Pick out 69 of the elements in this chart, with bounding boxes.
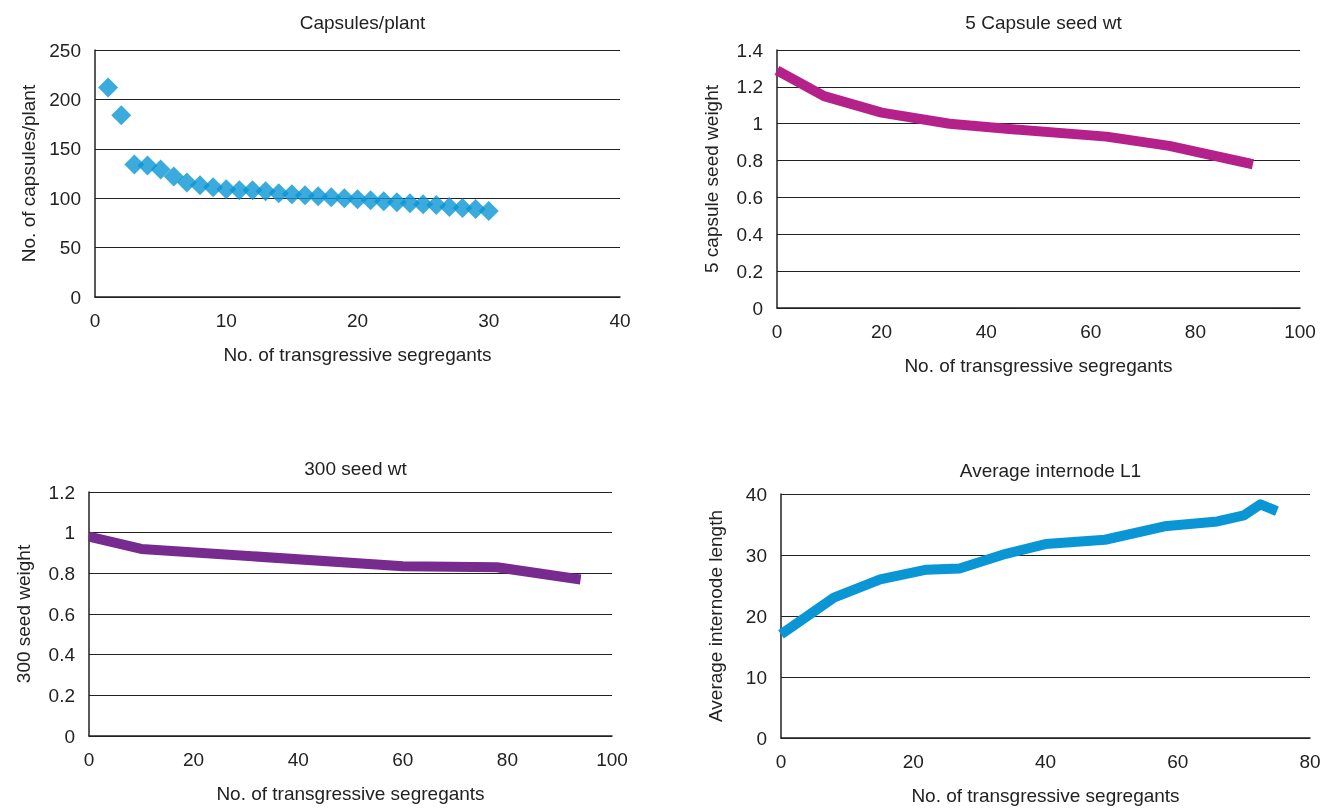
x-tick-label: 40 — [1034, 751, 1057, 772]
x-tick-label: 0 — [775, 751, 787, 772]
point — [478, 201, 499, 222]
point — [137, 155, 158, 176]
y-tick-label: 0 — [64, 725, 75, 747]
x-tick-label: 60 — [1167, 751, 1189, 772]
y-tick-label: 100 — [49, 187, 81, 209]
y-tick-label: 1.4 — [736, 39, 764, 61]
x-axis-title: No. of transgressive segregants — [911, 785, 1180, 806]
x-tick-label: 30 — [478, 310, 500, 331]
y-tick-label: 1 — [752, 113, 763, 135]
chart-title: 5 Capsule seed wt — [965, 12, 1123, 33]
y-tick-label: 0 — [70, 286, 81, 308]
y-tick-label: 1.2 — [736, 76, 763, 98]
y-axis-title: No. of capsules/plant — [18, 84, 40, 263]
y-tick-label: 0.6 — [736, 186, 763, 208]
y-tick-label: 0.4 — [48, 644, 76, 666]
y-axis-title: Average internode length — [705, 510, 726, 722]
point — [163, 166, 184, 187]
y-tick-label: 0.8 — [736, 150, 763, 172]
y-tick-label: 0.2 — [736, 260, 763, 282]
y-tick-label: 50 — [59, 237, 81, 259]
point — [373, 191, 394, 212]
x-tick-label: 40 — [975, 321, 997, 342]
x-axis-title: No. of transgressive segregants — [904, 355, 1173, 376]
y-axis-title: 300 seed weight — [13, 544, 34, 684]
point — [176, 172, 197, 193]
x-tick-label: 80 — [496, 749, 518, 770]
x-tick-label: 80 — [1184, 321, 1206, 342]
x-tick-label: 100 — [596, 749, 628, 770]
chart-title: Average internode L1 — [959, 460, 1142, 481]
y-tick-label: 200 — [49, 88, 81, 110]
y-tick-label: 10 — [745, 666, 767, 688]
y-tick-label: 30 — [745, 544, 767, 566]
x-tick-label: 80 — [1299, 751, 1321, 772]
x-axis-title: No. of transgressive segregants — [216, 783, 485, 804]
x-tick-label: 20 — [871, 321, 893, 342]
x-tick-label: 100 — [1284, 321, 1316, 342]
y-tick-label: 1 — [64, 522, 75, 544]
y-tick-label: 0.2 — [48, 684, 75, 706]
x-tick-label: 0 — [771, 321, 783, 342]
x-tick-label: 10 — [215, 310, 237, 331]
x-tick-label: 0 — [83, 749, 95, 770]
y-tick-label: 250 — [49, 39, 81, 61]
y-tick-label: 20 — [745, 605, 767, 627]
y-tick-label: 1.2 — [48, 481, 75, 503]
point — [111, 105, 132, 126]
point — [255, 181, 276, 202]
x-tick-label: 40 — [609, 310, 631, 331]
y-tick-label: 150 — [49, 138, 81, 160]
y-tick-label: 0 — [756, 727, 767, 749]
point — [400, 193, 420, 214]
x-tick-label: 60 — [1080, 321, 1102, 342]
y-tick-label: 0.8 — [48, 562, 75, 584]
x-tick-label: 60 — [392, 749, 414, 770]
y-tick-label: 0.4 — [736, 223, 764, 245]
x-axis-title: No. of transgressive segregants — [223, 344, 492, 365]
y-axis-title: 5 capsule seed weight — [701, 84, 722, 274]
x-tick-label: 0 — [89, 310, 101, 331]
chart-title: 300 seed wt — [304, 458, 408, 479]
x-tick-label: 20 — [902, 751, 924, 772]
x-tick-label: 20 — [346, 310, 369, 331]
y-tick-label: 0.6 — [48, 603, 75, 625]
x-tick-label: 40 — [287, 749, 309, 770]
chart-title: Capsules/plant — [299, 12, 427, 33]
point — [98, 77, 119, 98]
point — [150, 159, 171, 180]
y-tick-label: 40 — [745, 483, 767, 505]
x-tick-label: 20 — [183, 749, 205, 770]
